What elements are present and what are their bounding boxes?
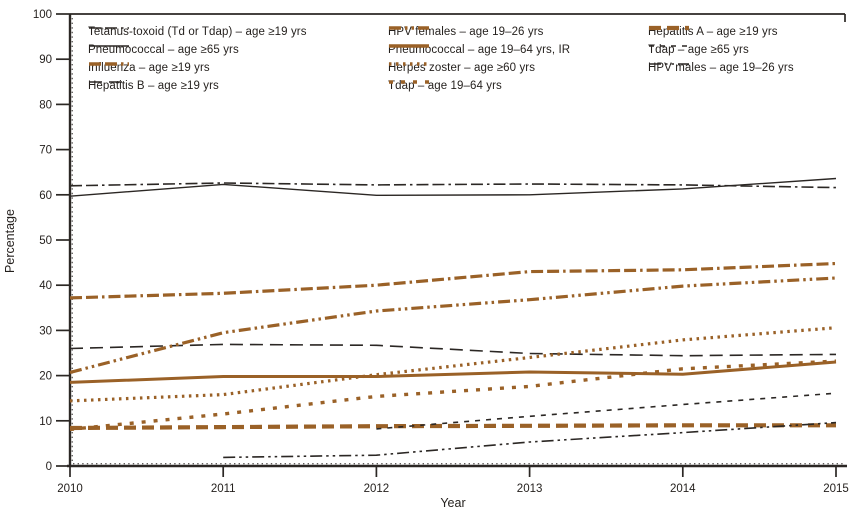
series-line bbox=[69, 276, 837, 374]
series-line bbox=[69, 343, 837, 357]
y-axis-title: Percentage bbox=[3, 209, 17, 273]
y-tick-label: 100 bbox=[33, 9, 52, 21]
x-tick-label: 2014 bbox=[670, 483, 696, 495]
y-tick-label: 60 bbox=[39, 190, 52, 202]
x-tick-label: 2012 bbox=[364, 483, 390, 495]
x-tick-label: 2015 bbox=[823, 483, 849, 495]
series-line bbox=[69, 182, 837, 189]
y-tick-label: 10 bbox=[39, 416, 52, 428]
series-line bbox=[69, 359, 837, 432]
x-tick-label: 2013 bbox=[517, 483, 543, 495]
series-line bbox=[69, 261, 837, 300]
y-tick-label: 20 bbox=[39, 371, 52, 383]
series-line bbox=[69, 326, 837, 403]
x-axis-title: Year bbox=[440, 496, 466, 510]
y-tick-label: 0 bbox=[46, 461, 52, 473]
y-tick-label: 70 bbox=[39, 145, 52, 157]
series-line bbox=[69, 177, 837, 197]
x-tick-label: 2010 bbox=[57, 483, 83, 495]
y-tick-label: 80 bbox=[39, 99, 52, 111]
series-line bbox=[376, 392, 837, 430]
y-tick-label: 40 bbox=[39, 280, 52, 292]
y-tick-label: 30 bbox=[39, 325, 52, 337]
x-tick-label: 2011 bbox=[211, 483, 236, 495]
series-line bbox=[69, 360, 837, 384]
series-line bbox=[223, 421, 837, 459]
y-tick-label: 50 bbox=[39, 235, 52, 247]
y-tick-label: 90 bbox=[39, 54, 52, 66]
series-line bbox=[69, 423, 836, 431]
